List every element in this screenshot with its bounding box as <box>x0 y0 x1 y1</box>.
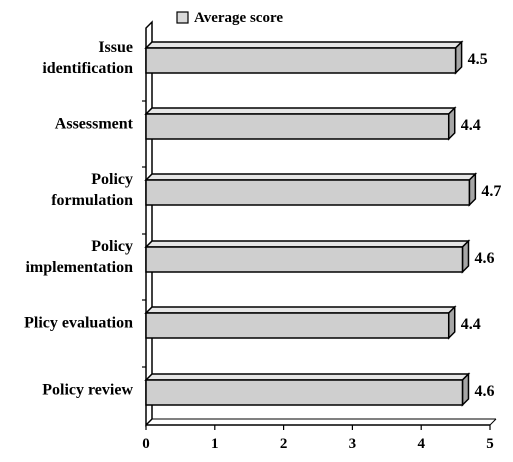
legend: Average score <box>176 10 283 26</box>
bar-front-face <box>145 379 464 406</box>
x-tick-label: 1 <box>211 436 219 452</box>
legend-label: Average score <box>194 10 283 26</box>
bar-front-face <box>145 312 450 339</box>
x-axis-end <box>489 418 497 426</box>
x-tick-label: 3 <box>349 436 357 452</box>
category-label: Issue identification <box>42 39 133 77</box>
bar-front-face <box>145 246 464 273</box>
bar-top-face <box>144 240 471 248</box>
category-labels: Issue identification Assessment Policy formu… <box>24 39 134 399</box>
bar-top-face <box>144 306 457 314</box>
bar-top-face <box>144 41 464 49</box>
category-label-line: formulation <box>51 192 133 209</box>
category-label-line: Policy review <box>42 382 133 399</box>
bar-front-face <box>145 47 457 74</box>
bar-side-face <box>461 239 470 274</box>
category-label-line: implementation <box>25 259 133 276</box>
category-label-line: Assessment <box>55 116 134 133</box>
bar: 4.7 <box>144 172 501 207</box>
bar-front-face <box>145 113 450 140</box>
category-label-line: Issue <box>98 39 133 56</box>
category-label: Policy review <box>42 382 133 399</box>
value-label: 4.5 <box>468 51 488 68</box>
x-tick-label: 2 <box>280 436 288 452</box>
bar-top-face <box>144 373 471 381</box>
category-label-line: Policy <box>91 171 133 188</box>
x-tick-label: 5 <box>486 436 494 452</box>
legend-swatch <box>176 11 189 24</box>
bar-side-face <box>447 106 456 141</box>
bar: 4.4 <box>144 305 481 340</box>
category-label: Policy formulation <box>51 171 133 209</box>
bar: 4.4 <box>144 106 481 141</box>
category-label: Plicy evaluation <box>24 315 133 332</box>
bars: 4.5 4.4 4.7 4.6 4.4 4.6 <box>144 40 501 407</box>
category-label: Policy implementation <box>25 238 133 276</box>
category-label: Assessment <box>55 116 134 133</box>
value-label: 4.4 <box>461 117 481 134</box>
bar: 4.6 <box>144 239 494 274</box>
value-label: 4.6 <box>474 250 494 267</box>
category-label-line: Policy <box>91 238 133 255</box>
category-label-line: Plicy evaluation <box>24 315 133 332</box>
bar: 4.6 <box>144 372 494 407</box>
x-tick-label: 0 <box>142 436 150 452</box>
bar: 4.5 <box>144 40 488 75</box>
bar-top-face <box>144 173 478 181</box>
x-tick-label: 4 <box>417 436 425 452</box>
value-label: 4.7 <box>481 183 501 200</box>
category-label-line: identification <box>42 60 133 77</box>
value-label: 4.4 <box>461 316 481 333</box>
bar-side-face <box>447 305 456 340</box>
bar-side-face <box>468 172 477 207</box>
bar-side-face <box>454 40 463 75</box>
bar-top-face <box>144 107 457 115</box>
bar-side-face <box>461 372 470 407</box>
value-label: 4.6 <box>474 383 494 400</box>
bar-front-face <box>145 179 471 206</box>
y-axis-wall <box>145 20 153 427</box>
